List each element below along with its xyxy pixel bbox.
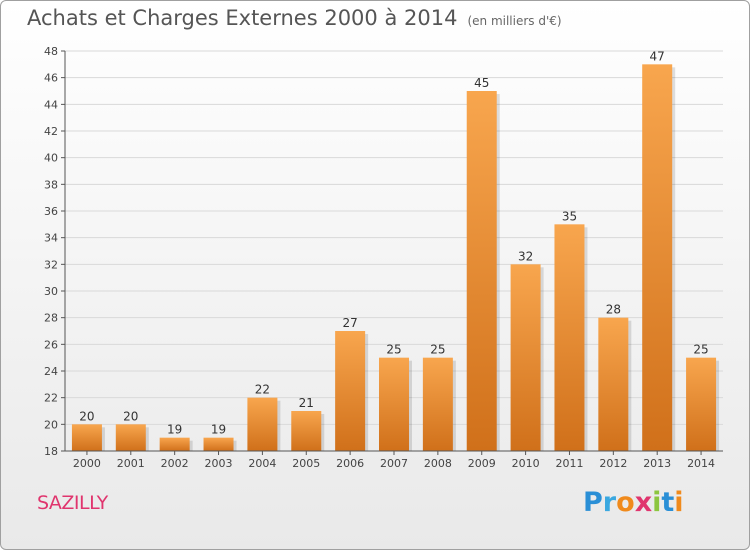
bar [510, 264, 541, 451]
bar [598, 317, 629, 451]
data-label: 45 [474, 76, 489, 90]
x-tick-label: 2004 [248, 457, 276, 470]
logo-letter: P [583, 487, 603, 518]
y-tick-label: 44 [44, 98, 58, 111]
data-label: 20 [123, 409, 138, 423]
data-label: 28 [606, 303, 621, 317]
chart-unit: (en milliers d'€) [467, 14, 562, 28]
y-tick-label: 20 [44, 418, 58, 431]
bar [554, 224, 585, 451]
bar [686, 357, 717, 451]
logo-letter: o [616, 487, 635, 518]
x-tick-label: 2005 [292, 457, 320, 470]
data-label: 19 [211, 423, 226, 437]
y-tick-label: 42 [44, 125, 58, 138]
x-tick-label: 2001 [117, 457, 145, 470]
data-label: 19 [167, 423, 182, 437]
data-label: 27 [342, 316, 357, 330]
proxiti-logo: Proxiti [583, 487, 684, 518]
x-tick-label: 2002 [161, 457, 189, 470]
y-tick-label: 24 [44, 365, 58, 378]
bar [422, 357, 453, 451]
data-label: 20 [79, 409, 94, 423]
y-tick-label: 26 [44, 338, 58, 351]
place-name: SAZILLY [37, 492, 108, 514]
y-tick-label: 34 [44, 232, 58, 245]
logo-letter: t [661, 487, 675, 518]
bar [203, 437, 234, 451]
y-tick-label: 46 [44, 72, 58, 85]
y-tick-label: 22 [44, 392, 58, 405]
x-tick-label: 2012 [599, 457, 627, 470]
bar [335, 331, 366, 451]
bar [71, 424, 102, 451]
x-tick-label: 2006 [336, 457, 364, 470]
bar [247, 397, 278, 451]
data-label: 25 [430, 343, 445, 357]
data-label: 25 [386, 343, 401, 357]
y-tick-label: 40 [44, 152, 58, 165]
data-label: 32 [518, 249, 533, 263]
logo-letter: r [602, 487, 617, 518]
logo-letter: x [634, 487, 653, 518]
y-tick-label: 30 [44, 285, 58, 298]
data-label: 21 [299, 396, 314, 410]
data-label: 22 [255, 383, 270, 397]
y-tick-label: 36 [44, 205, 58, 218]
chart-title: Achats et Charges Externes 2000 à 2014 (e… [27, 6, 562, 30]
data-label: 25 [693, 343, 708, 357]
data-label: 35 [562, 209, 577, 223]
x-tick-label: 2011 [555, 457, 583, 470]
x-tick-label: 2007 [380, 457, 408, 470]
bar [291, 411, 322, 451]
bar [466, 91, 497, 451]
x-tick-label: 2003 [205, 457, 233, 470]
x-tick-label: 2009 [468, 457, 496, 470]
y-tick-label: 18 [44, 445, 58, 458]
bar [642, 64, 673, 452]
y-tick-label: 38 [44, 178, 58, 191]
y-tick-label: 32 [44, 258, 58, 271]
bar [115, 424, 146, 451]
x-tick-label: 2000 [73, 457, 101, 470]
bar [159, 437, 190, 451]
x-tick-label: 2014 [687, 457, 715, 470]
logo-letter: i [652, 487, 662, 518]
bar [379, 357, 409, 451]
x-tick-label: 2008 [424, 457, 452, 470]
logo-letter: i [674, 487, 684, 518]
axes: 18 20 22 24 26 28 30 32 34 36 38 40 42 44 46 48 2000 2001… [44, 45, 723, 470]
y-tick-label: 28 [44, 312, 58, 325]
x-tick-label: 2010 [512, 457, 540, 470]
chart-title-text: Achats et Charges Externes 2000 à 2014 [27, 6, 458, 30]
data-label: 47 [650, 49, 665, 63]
bars: 20 20 19 19 22 21 27 25 25 45 32 35 28 47 25 [71, 49, 720, 452]
x-tick-label: 2013 [643, 457, 671, 470]
y-tick-label: 48 [44, 45, 58, 58]
